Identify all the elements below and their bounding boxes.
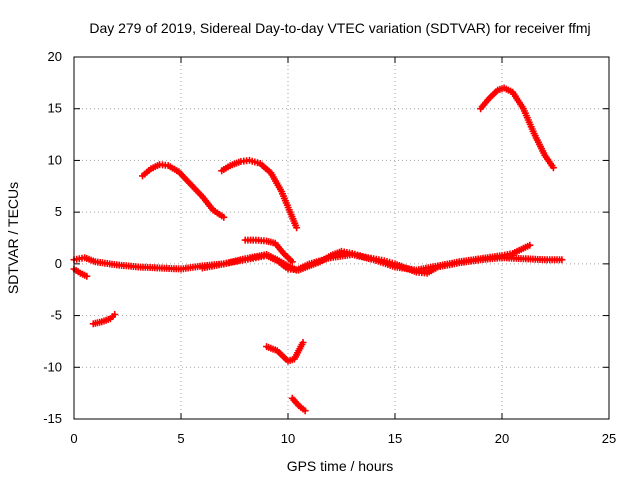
series-arc-4 <box>263 339 307 365</box>
y-tick-label: 15 <box>48 101 62 116</box>
series-markers <box>477 84 557 172</box>
y-axis-label: SDTVAR / TECUs <box>5 182 21 294</box>
series-markers <box>139 161 228 221</box>
series-markers <box>70 265 91 280</box>
series-arc-7 <box>241 236 296 266</box>
y-tick-label: -10 <box>43 359 62 374</box>
grid-layer <box>74 57 609 419</box>
x-tick-label: 5 <box>177 431 184 446</box>
x-tick-label: 15 <box>388 431 402 446</box>
tick-layer: 0 5 10 15 20 25 -15 -10 -5 0 5 10 15 20 <box>43 49 616 446</box>
y-tick-label: 5 <box>55 204 62 219</box>
series-markers <box>89 311 119 328</box>
series-markers <box>288 394 309 415</box>
x-tick-label: 0 <box>70 431 77 446</box>
x-tick-label: 10 <box>281 431 295 446</box>
series-arc-6 <box>89 311 119 328</box>
series-arc-8 <box>70 265 91 280</box>
series-markers <box>218 156 301 232</box>
series-arc-1 <box>139 161 228 221</box>
y-tick-label: -15 <box>43 411 62 426</box>
series-arc-3 <box>477 84 557 172</box>
y-tick-label: 10 <box>48 152 62 167</box>
series-arc-5 <box>288 394 309 415</box>
y-tick-label: 20 <box>48 49 62 64</box>
series-markers <box>263 339 307 365</box>
series-layer <box>70 84 566 415</box>
series-band-2 <box>198 241 534 274</box>
x-tick-label: 25 <box>602 431 616 446</box>
chart-title: Day 279 of 2019, Sidereal Day-to-day VTE… <box>89 20 590 36</box>
x-tick-label: 20 <box>495 431 509 446</box>
y-tick-label: -5 <box>50 308 62 323</box>
series-markers <box>198 241 534 274</box>
x-axis-label: GPS time / hours <box>287 458 394 474</box>
series-arc-2 <box>218 156 301 232</box>
plot-frame <box>73 56 610 420</box>
series-markers <box>241 236 296 266</box>
y-tick-label: 0 <box>55 256 62 271</box>
